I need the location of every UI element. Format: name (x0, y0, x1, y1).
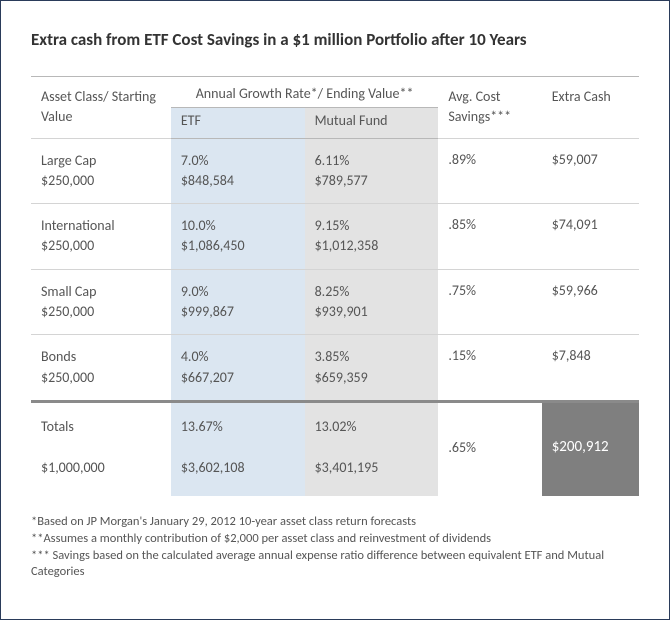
cell-etf: 10.0%$1,086,450 (171, 204, 305, 270)
table-row: Large Cap$250,000 7.0%$848,584 6.11%$789… (31, 138, 639, 204)
cell-savings: .89% (438, 138, 541, 204)
page-title: Extra cash from ETF Cost Savings in a $1… (31, 29, 639, 50)
report-card: Extra cash from ETF Cost Savings in a $1… (0, 0, 670, 620)
footnote-1: *Based on JP Morgan's January 29, 2012 1… (31, 514, 639, 531)
header-row-1: Asset Class/ Starting Value Annual Growt… (31, 77, 639, 108)
hdr-avg-savings: Avg. Cost Savings*** (438, 77, 541, 139)
hdr-asset-class: Asset Class/ Starting Value (31, 77, 171, 139)
totals-row: Totals$1,000,000 13.67%$3,602,108 13.02%… (31, 401, 639, 495)
hdr-etf: ETF (171, 107, 305, 138)
cell-savings: .85% (438, 204, 541, 270)
hdr-growth-group: Annual Growth Rate*/ Ending Value** (171, 77, 439, 108)
savings-table: Asset Class/ Starting Value Annual Growt… (31, 76, 639, 496)
table-row: Small Cap$250,000 9.0%$999,867 8.25%$939… (31, 269, 639, 335)
cell-asset: Large Cap$250,000 (31, 138, 171, 204)
cell-extra: $59,007 (542, 138, 639, 204)
table-row: Bonds$250,000 4.0%$667,207 3.85%$659,359… (31, 335, 639, 402)
cell-etf: 9.0%$999,867 (171, 269, 305, 335)
cell-mf: 6.11%$789,577 (305, 138, 439, 204)
cell-savings: .15% (438, 335, 541, 402)
cell-totals-savings: .65% (438, 401, 541, 495)
cell-asset: Small Cap$250,000 (31, 269, 171, 335)
cell-grand-total: $200,912 (542, 401, 639, 495)
cell-asset: International$250,000 (31, 204, 171, 270)
cell-totals-etf: 13.67%$3,602,108 (171, 401, 305, 495)
cell-mf: 3.85%$659,359 (305, 335, 439, 402)
cell-mf: 8.25%$939,901 (305, 269, 439, 335)
footnote-3: *** Savings based on the calculated aver… (31, 548, 639, 582)
cell-etf: 7.0%$848,584 (171, 138, 305, 204)
cell-extra: $7,848 (542, 335, 639, 402)
footnote-2: **Assumes a monthly contribution of $2,0… (31, 531, 639, 548)
hdr-mutual-fund: Mutual Fund (305, 107, 439, 138)
cell-mf: 9.15%$1,012,358 (305, 204, 439, 270)
cell-totals-label: Totals$1,000,000 (31, 401, 171, 495)
cell-extra: $59,966 (542, 269, 639, 335)
cell-totals-mf: 13.02%$3,401,195 (305, 401, 439, 495)
cell-savings: .75% (438, 269, 541, 335)
footnotes: *Based on JP Morgan's January 29, 2012 1… (31, 514, 639, 582)
cell-asset: Bonds$250,000 (31, 335, 171, 402)
cell-etf: 4.0%$667,207 (171, 335, 305, 402)
table-row: International$250,000 10.0%$1,086,450 9.… (31, 204, 639, 270)
cell-extra: $74,091 (542, 204, 639, 270)
hdr-extra-cash: Extra Cash (542, 77, 639, 139)
